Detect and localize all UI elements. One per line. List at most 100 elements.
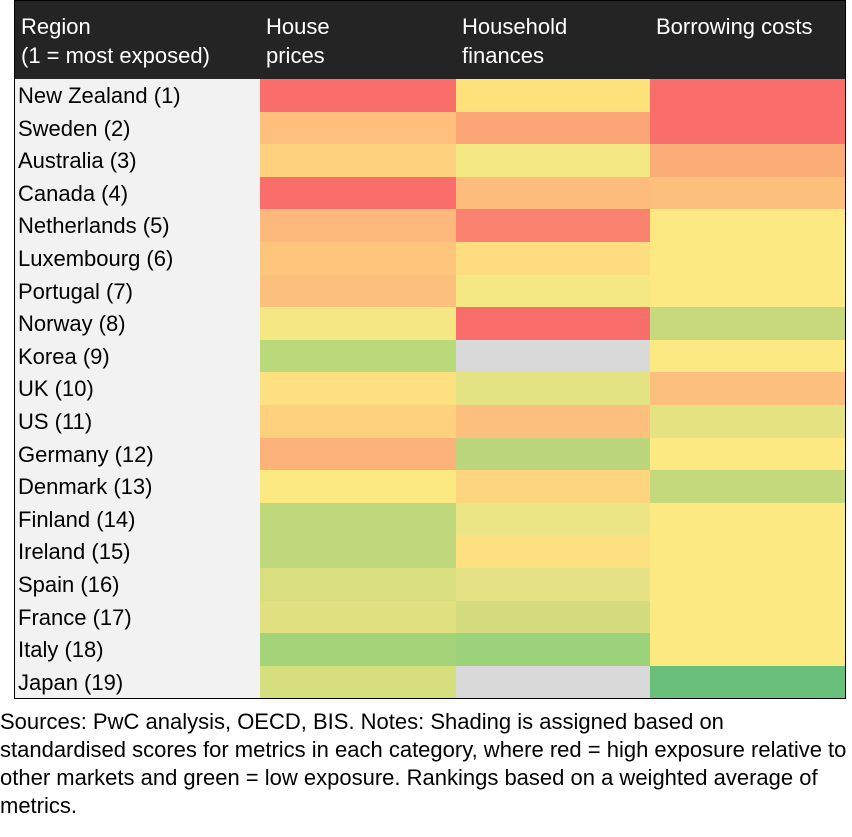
header-house-prices: House prices [266,14,330,68]
region-label: Italy (18) [15,633,260,666]
region-label: UK (10) [15,372,260,405]
header-region: Region (1 = most exposed) [21,14,210,68]
heat-cell-house-prices [260,567,456,601]
heat-cell-household-finances [456,535,650,568]
region-label: Korea (9) [15,339,260,373]
heat-cell-house-prices [260,111,456,145]
heat-cell-borrowing-costs [650,241,845,275]
heat-cell-borrowing-costs [650,502,845,536]
heat-cell-household-finances [456,633,650,666]
header-borrowing-costs: Borrowing costs [656,14,813,39]
heat-cell-household-finances [456,79,650,112]
table-row: Sweden (2) [15,111,845,145]
heat-cell-borrowing-costs [650,79,845,112]
heat-cell-household-finances [456,372,650,405]
heat-cell-borrowing-costs [650,633,845,666]
heat-cell-household-finances [456,437,650,471]
table-row: Finland (14) [15,502,845,536]
region-label: Finland (14) [15,502,260,536]
heat-cell-household-finances [456,241,650,275]
heat-cell-household-finances [456,470,650,503]
heat-cell-household-finances [456,307,650,340]
heat-cell-house-prices [260,241,456,275]
table-row: France (17) [15,600,845,634]
heat-cell-household-finances [456,176,650,210]
heat-cell-borrowing-costs [650,437,845,471]
table-row: Germany (12) [15,437,845,471]
heat-cell-household-finances [456,665,650,699]
heat-cell-house-prices [260,372,456,405]
region-label: Ireland (15) [15,535,260,568]
heat-cell-house-prices [260,274,456,308]
heat-cell-house-prices [260,79,456,112]
table-row: UK (10) [15,372,845,405]
table-row: Denmark (13) [15,470,845,503]
table-body: New Zealand (1) Sweden (2) Australia (3) Ca… [15,79,845,699]
table-row: Japan (19) [15,665,845,699]
region-label: Canada (4) [15,176,260,210]
heat-cell-borrowing-costs [650,404,845,438]
heat-cell-house-prices [260,535,456,568]
heat-cell-household-finances [456,567,650,601]
heat-cell-borrowing-costs [650,176,845,210]
heat-cell-borrowing-costs [650,274,845,308]
heat-cell-household-finances [456,600,650,634]
heat-cell-house-prices [260,307,456,340]
heat-cell-house-prices [260,470,456,503]
heat-cell-borrowing-costs [650,600,845,634]
table-row: New Zealand (1) [15,79,845,112]
heat-cell-borrowing-costs [650,470,845,503]
heat-cell-house-prices [260,665,456,699]
region-label: Japan (19) [15,665,260,699]
table-row: Norway (8) [15,307,845,340]
heat-cell-house-prices [260,176,456,210]
heat-cell-household-finances [456,339,650,373]
region-label: Luxembourg (6) [15,241,260,275]
heat-cell-borrowing-costs [650,372,845,405]
table-row: Canada (4) [15,176,845,210]
heat-cell-household-finances [456,144,650,177]
sources-notes: Sources: PwC analysis, OECD, BIS. Notes:… [0,709,847,818]
table-row: Ireland (15) [15,535,845,568]
region-label: US (11) [15,404,260,438]
region-label: Denmark (13) [15,470,260,503]
region-label: New Zealand (1) [15,79,260,112]
table-row: Netherlands (5) [15,209,845,242]
heat-cell-house-prices [260,437,456,471]
region-label: Australia (3) [15,144,260,177]
heat-cell-house-prices [260,600,456,634]
heat-cell-house-prices [260,404,456,438]
region-label: Germany (12) [15,437,260,471]
region-label: Portugal (7) [15,274,260,308]
heat-cell-house-prices [260,633,456,666]
exposure-heatmap-table: Region (1 = most exposed) House prices Hou… [14,0,846,700]
heat-cell-household-finances [456,111,650,145]
heat-cell-household-finances [456,404,650,438]
heat-cell-borrowing-costs [650,567,845,601]
heat-cell-house-prices [260,502,456,536]
heat-cell-household-finances [456,274,650,308]
heat-cell-borrowing-costs [650,144,845,177]
region-label: Spain (16) [15,567,260,601]
table-header: Region (1 = most exposed) House prices Hou… [15,1,845,79]
table-row: Portugal (7) [15,274,845,308]
table-row: Luxembourg (6) [15,241,845,275]
heat-cell-house-prices [260,144,456,177]
heat-cell-borrowing-costs [650,209,845,242]
heat-cell-borrowing-costs [650,535,845,568]
table-row: Korea (9) [15,339,845,373]
header-household-finances: Household finances [462,14,568,68]
table-row: US (11) [15,404,845,438]
heat-cell-household-finances [456,209,650,242]
table-row: Italy (18) [15,633,845,666]
table-row: Australia (3) [15,144,845,177]
heat-cell-household-finances [456,502,650,536]
table-row: Spain (16) [15,567,845,601]
heat-cell-house-prices [260,209,456,242]
heat-cell-borrowing-costs [650,665,845,699]
heat-cell-borrowing-costs [650,339,845,373]
region-label: Norway (8) [15,307,260,340]
heat-cell-house-prices [260,339,456,373]
region-label: Sweden (2) [15,111,260,145]
heat-cell-borrowing-costs [650,111,845,145]
